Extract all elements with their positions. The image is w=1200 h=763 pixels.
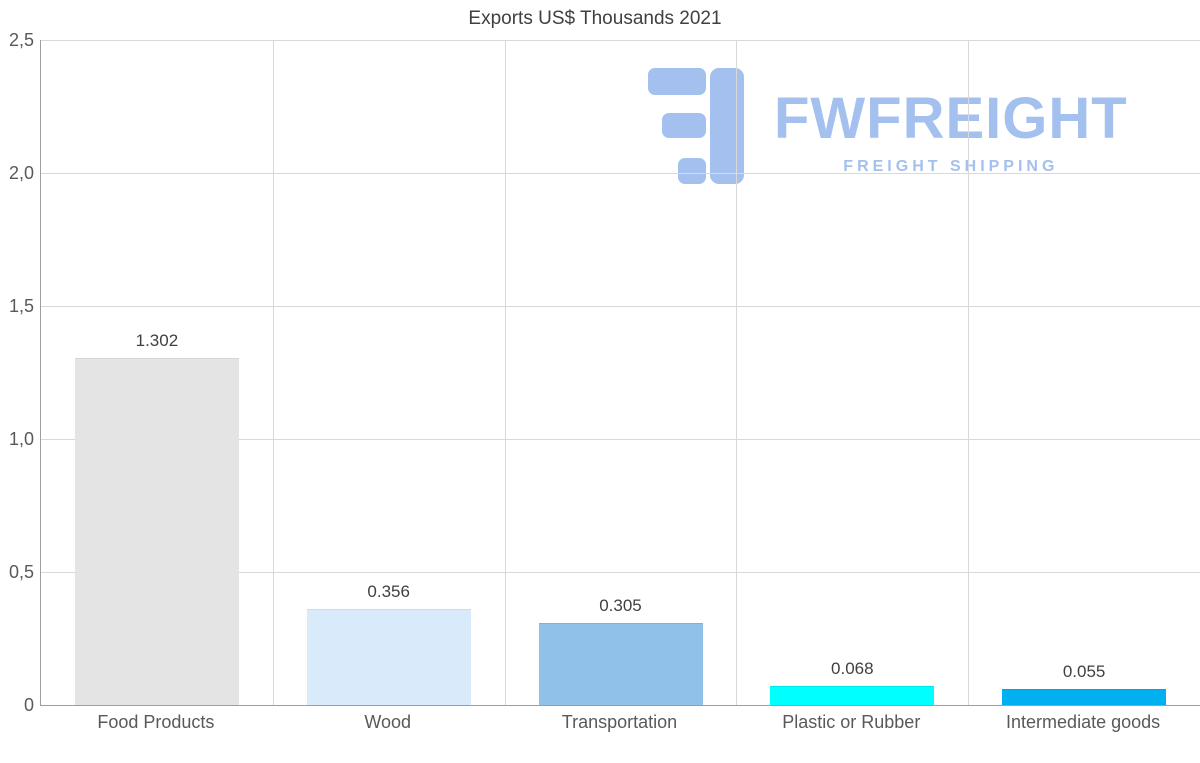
gridline-horizontal (41, 306, 1200, 307)
bar (306, 609, 471, 705)
bar-value-label: 1.302 (135, 330, 179, 350)
bar (74, 357, 239, 705)
y-tick-label: 1,5 (8, 296, 34, 316)
x-category-label: Food Products (97, 712, 215, 732)
y-tick-label: 1,0 (8, 429, 34, 449)
gridline-horizontal (41, 439, 1200, 440)
watermark: FWFREIGHT FREIGHT SHIPPING (648, 68, 1128, 184)
bar-value-label: 0.356 (367, 582, 410, 602)
bar-value-label: 0.305 (599, 595, 642, 615)
x-axis: Food Products Wood Transportation Plastic o… (40, 712, 1200, 742)
gridline-vertical (272, 40, 274, 705)
x-category-label: Wood (364, 712, 412, 732)
x-category-label: Intermediate goods (1006, 712, 1161, 732)
y-tick-label: 2,0 (8, 163, 34, 183)
watermark-tagline: FREIGHT SHIPPING (843, 158, 1059, 175)
watermark-brand: FWFREIGHT (774, 86, 1128, 151)
y-tick-label: 0 (23, 695, 34, 715)
chart-title: Exports US$ Thousands 2021 (468, 8, 722, 29)
gridline-vertical (736, 40, 738, 705)
x-category-label: Plastic or Rubber (782, 712, 921, 732)
bar (538, 622, 703, 705)
x-category-label: Transportation (561, 712, 678, 732)
gridline-horizontal (41, 173, 1200, 174)
bar (1002, 689, 1167, 705)
gridline-vertical (504, 40, 506, 705)
watermark-text: FWFREIGHT FREIGHT SHIPPING (774, 68, 1128, 176)
gridline-horizontal (41, 572, 1200, 573)
bar-value-label: 0.068 (831, 658, 874, 678)
bar-value-label: 0.055 (1062, 662, 1106, 682)
gridline-horizontal (41, 40, 1200, 41)
y-tick-label: 2,5 (8, 30, 34, 50)
y-axis: 0 0,5 1,0 1,5 2,0 2,5 (0, 0, 36, 763)
y-tick-label: 0,5 (8, 562, 34, 582)
bar (770, 685, 935, 705)
fwfreight-logo-icon (648, 68, 744, 184)
gridline-vertical (968, 40, 970, 705)
plot-area: 1.302 0.356 0.305 0.068 0.055 (40, 40, 1200, 706)
